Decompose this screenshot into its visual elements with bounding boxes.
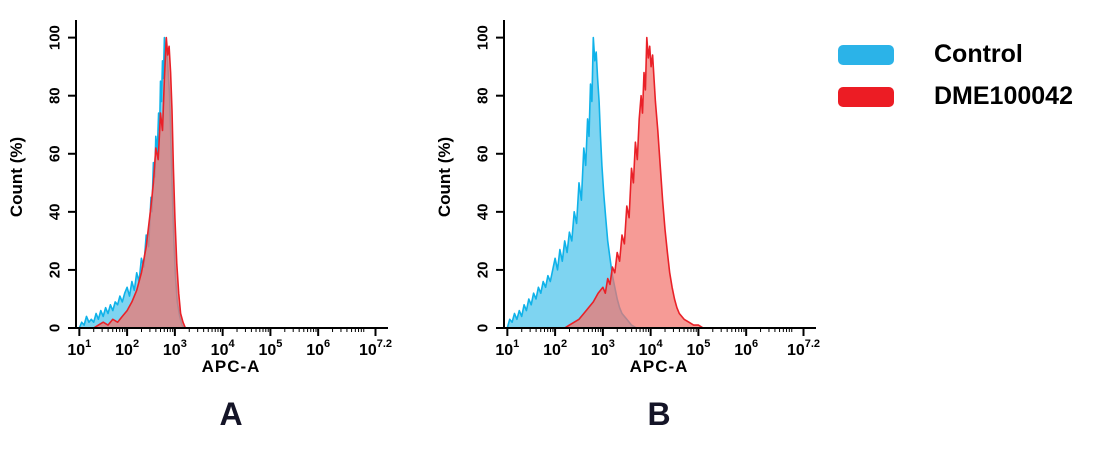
svg-text:102: 102 (115, 338, 139, 359)
svg-text:103: 103 (591, 338, 615, 359)
svg-text:40: 40 (47, 204, 64, 221)
svg-text:APC-A: APC-A (202, 357, 261, 376)
svg-text:20: 20 (475, 262, 492, 279)
svg-text:APC-A: APC-A (630, 357, 689, 376)
panel-a-histogram-plot: 101 102 103 104 105 106 107.2 0 20 40 60 80 100 Count… (7, 20, 392, 376)
legend-item-control: Control (838, 42, 1073, 67)
legend-item-dme100042: DME100042 (838, 84, 1073, 109)
dme100042-color-swatch (838, 86, 894, 107)
svg-text:80: 80 (475, 87, 492, 104)
svg-text:107.2: 107.2 (787, 338, 820, 359)
svg-text:100: 100 (475, 25, 492, 50)
svg-text:104: 104 (211, 338, 236, 359)
svg-text:40: 40 (475, 204, 492, 221)
svg-text:60: 60 (475, 145, 492, 162)
svg-text:107.2: 107.2 (359, 338, 392, 359)
panel-b: 101 102 103 104 105 106 107.2 0 20 40 60 80 100 Count… (434, 6, 854, 433)
svg-text:100: 100 (47, 25, 64, 50)
svg-text:105: 105 (258, 338, 282, 359)
svg-text:101: 101 (495, 338, 519, 359)
svg-text:105: 105 (686, 338, 710, 359)
svg-text:103: 103 (163, 338, 187, 359)
svg-text:106: 106 (306, 338, 330, 359)
control-color-swatch (838, 44, 894, 65)
svg-text:106: 106 (734, 338, 758, 359)
panel-b-letter: B (647, 396, 671, 432)
svg-text:80: 80 (47, 87, 64, 104)
panel-b-histogram-plot: 101 102 103 104 105 106 107.2 0 20 40 60 80 100 Count… (435, 20, 820, 376)
svg-text:102: 102 (543, 338, 567, 359)
svg-text:104: 104 (639, 338, 664, 359)
svg-text:0: 0 (475, 324, 492, 332)
legend-label-control: Control (934, 40, 1023, 68)
svg-text:0: 0 (47, 324, 64, 332)
svg-text:101: 101 (67, 338, 91, 359)
panel-a: 101 102 103 104 105 106 107.2 0 20 40 60 80 100 Count… (6, 6, 426, 433)
legend-label-dme100042: DME100042 (934, 82, 1073, 110)
svg-text:Count (%): Count (%) (435, 137, 454, 217)
svg-text:20: 20 (47, 262, 64, 279)
panel-a-letter: A (219, 396, 243, 432)
svg-text:60: 60 (47, 145, 64, 162)
legend: Control DME100042 (838, 42, 1073, 109)
svg-text:Count (%): Count (%) (7, 137, 26, 217)
